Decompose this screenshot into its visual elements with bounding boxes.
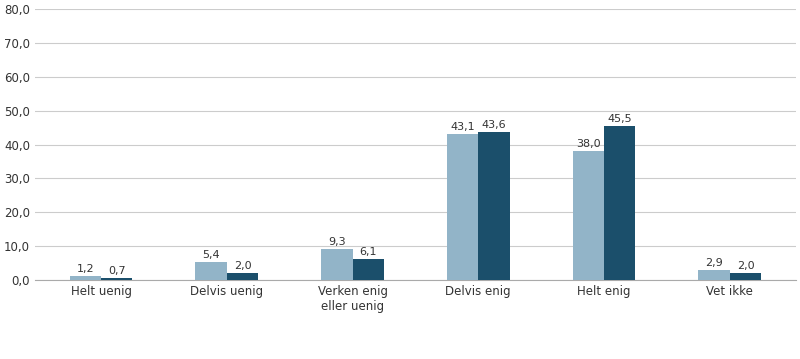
- Text: 2,9: 2,9: [706, 258, 723, 268]
- Text: 43,1: 43,1: [450, 122, 475, 132]
- Bar: [730, 273, 762, 280]
- Bar: [447, 134, 478, 280]
- Bar: [227, 273, 258, 280]
- Text: 38,0: 38,0: [576, 139, 601, 149]
- Text: 1,2: 1,2: [77, 264, 94, 274]
- Bar: [573, 151, 604, 280]
- Bar: [478, 132, 510, 280]
- Text: 2,0: 2,0: [737, 261, 754, 271]
- Bar: [70, 276, 101, 280]
- Bar: [698, 270, 730, 280]
- Text: 5,4: 5,4: [202, 250, 220, 260]
- Text: 9,3: 9,3: [328, 237, 346, 247]
- Bar: [353, 259, 384, 280]
- Text: 0,7: 0,7: [108, 266, 126, 276]
- Text: 43,6: 43,6: [482, 120, 506, 130]
- Bar: [195, 262, 227, 280]
- Text: 6,1: 6,1: [359, 247, 377, 257]
- Bar: [321, 248, 353, 280]
- Bar: [604, 126, 635, 280]
- Text: 45,5: 45,5: [607, 114, 632, 124]
- Bar: [101, 278, 133, 280]
- Text: 2,0: 2,0: [234, 261, 251, 271]
